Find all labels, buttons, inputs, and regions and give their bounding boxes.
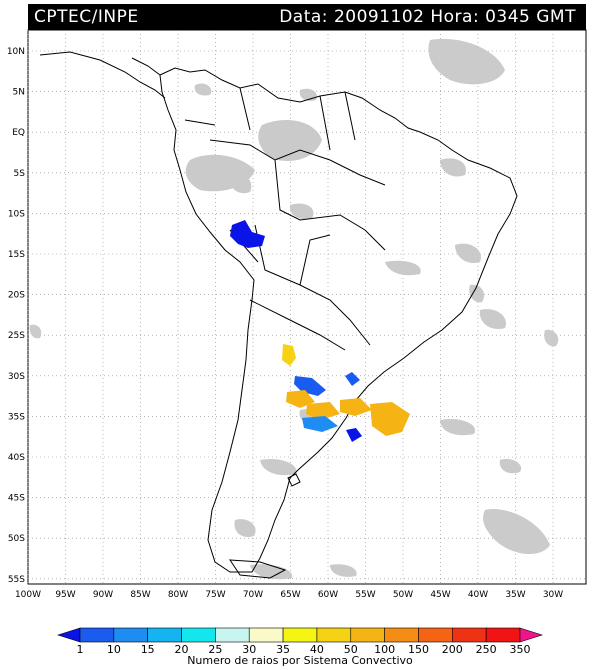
colorbar-segment <box>147 627 182 643</box>
lat-label: 5S <box>14 169 26 179</box>
lon-label: 45W <box>430 590 450 600</box>
lon-label: 70W <box>243 590 263 600</box>
lat-label: 10N <box>7 47 25 57</box>
lon-label: 40W <box>468 590 488 600</box>
cell-yellow-small <box>282 344 296 366</box>
colorbar-segment <box>418 627 453 643</box>
lon-label: 85W <box>130 590 150 600</box>
colorbar: 1 10 15 20 25 30 35 40 50 100 150 200 250 350 <box>57 627 543 656</box>
lon-label: 75W <box>205 590 225 600</box>
cell-lightblue <box>302 416 338 432</box>
latitude-labels: 10N 5N EQ 5S 10S 15S 20S 25S 30S 35S 40S 45S 50S 55S <box>7 47 25 585</box>
colorbar-label: 10 <box>107 643 121 656</box>
colorbar-label: 30 <box>242 643 256 656</box>
colorbar-segment <box>215 627 250 643</box>
colorbar-segment <box>384 627 419 643</box>
colorbar-label: 150 <box>408 643 429 656</box>
lon-label: 100W <box>15 590 41 600</box>
colorbar-label: 40 <box>310 643 324 656</box>
colorbar-segment <box>79 627 115 643</box>
cell-orange-east <box>370 402 410 436</box>
colorbar-label: 1 <box>77 643 84 656</box>
legend-title: Numero de raios por Sistema Convectivo <box>187 654 413 667</box>
lat-label: 50S <box>8 534 25 544</box>
colorbar-label: 100 <box>374 643 395 656</box>
colorbar-segment <box>485 627 521 643</box>
lat-label: 30S <box>8 372 25 382</box>
lat-label: 10S <box>8 209 25 219</box>
lat-label: 40S <box>8 453 25 463</box>
colorbar-label: 15 <box>141 643 155 656</box>
colorbar-segment <box>248 627 284 643</box>
country-borders <box>184 87 386 351</box>
lat-label: 35S <box>8 412 25 422</box>
colorbar-label: 200 <box>442 643 463 656</box>
colorbar-arrow-left <box>57 627 81 643</box>
cell-blue-south <box>346 428 362 442</box>
datetime-label: Data: 20091102 Hora: 0345 GMT <box>279 7 576 27</box>
colorbar-arrow-right <box>519 627 543 643</box>
cell-blue-north <box>230 220 265 248</box>
colorbar-label: 25 <box>208 643 222 656</box>
map-frame <box>27 29 587 585</box>
cell-blue-coast <box>345 372 360 386</box>
lon-label: 90W <box>93 590 113 600</box>
colorbar-segment <box>113 627 148 643</box>
lat-label: 45S <box>8 494 25 504</box>
colorbar-segment <box>282 627 318 643</box>
central-america <box>39 51 166 99</box>
colorbar-segment <box>181 627 216 643</box>
colorbar-label: 35 <box>276 643 290 656</box>
lon-label: 50W <box>393 590 413 600</box>
colorbar-segment <box>350 627 385 643</box>
lon-label: 55W <box>355 590 375 600</box>
longitude-labels: 100W 95W 90W 85W 80W 75W 70W 65W 60W 55W 50W 45W 40W… <box>15 590 563 600</box>
lon-label: 65W <box>280 590 300 600</box>
convective-systems <box>230 220 410 442</box>
lat-label: 15S <box>8 250 25 260</box>
lon-label: 35W <box>505 590 525 600</box>
lat-label: 5N <box>13 88 25 98</box>
falklands <box>287 473 301 487</box>
source-label: CPTEC/INPE <box>34 7 139 27</box>
graticule <box>27 30 586 584</box>
colorbar-label: 20 <box>175 643 189 656</box>
cell-orange-2 <box>306 402 340 420</box>
colorbar-label: 350 <box>510 643 531 656</box>
lat-label: 20S <box>8 291 25 301</box>
lon-label: 95W <box>55 590 75 600</box>
lat-label: 55S <box>8 575 25 585</box>
cell-orange-3 <box>340 398 372 416</box>
lon-label: 30W <box>543 590 563 600</box>
lat-label: EQ <box>12 128 25 138</box>
lon-label: 80W <box>168 590 188 600</box>
colorbar-label: 250 <box>476 643 497 656</box>
colorbar-label: 50 <box>344 643 358 656</box>
lon-label: 60W <box>318 590 338 600</box>
lat-label: 25S <box>8 331 25 341</box>
tierra-del-fuego <box>229 559 287 579</box>
cell-orange-1 <box>286 390 315 408</box>
colorbar-segment <box>316 627 352 643</box>
map-header: CPTEC/INPE Data: 20091102 Hora: 0345 GMT <box>28 4 586 30</box>
colorbar-segment <box>452 627 487 643</box>
